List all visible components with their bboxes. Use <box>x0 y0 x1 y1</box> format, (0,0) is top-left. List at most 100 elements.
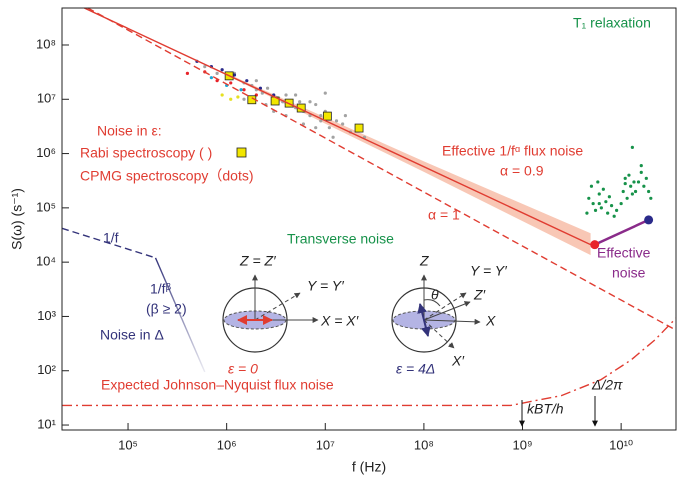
dot <box>258 86 263 90</box>
annotation: Effective 1/fᵅ flux noise <box>442 143 583 159</box>
y-tick-label: 10⁴ <box>36 254 56 269</box>
point <box>590 240 600 250</box>
axis-label: X <box>485 313 496 329</box>
dot <box>639 164 643 168</box>
annotation: Expected Johnson–Nyquist flux noise <box>101 377 334 393</box>
annotation: noise <box>612 265 646 281</box>
annotation: Transverse noise <box>287 231 394 247</box>
x-tick-label: 10⁵ <box>118 437 138 452</box>
annotation: kBT/h <box>527 401 564 417</box>
annotation: α = 1 <box>428 207 460 223</box>
dot <box>587 196 591 200</box>
annotation: 1/f <box>103 230 119 246</box>
line <box>83 7 591 246</box>
annotation: Rabi spectroscopy ( ) <box>80 145 212 161</box>
axis-label: Y = Y′ <box>470 263 508 279</box>
dot <box>599 206 603 210</box>
square-marker <box>354 123 364 133</box>
annotation: Δ/2π <box>591 377 623 393</box>
annotation: T₁ relaxation <box>573 15 651 31</box>
dot <box>604 200 608 204</box>
dot <box>284 93 288 97</box>
dot <box>343 114 348 118</box>
y-tick-label: 10³ <box>37 308 56 323</box>
dot <box>642 184 646 188</box>
line <box>62 317 677 407</box>
dot <box>298 100 302 104</box>
axis-label: Z = Z′ <box>239 253 277 269</box>
axis-label: Y = Y′ <box>307 278 345 294</box>
dot <box>621 189 625 194</box>
y-axis-label: S(ω) (s⁻¹) <box>9 188 25 250</box>
dot <box>625 196 629 200</box>
dot <box>314 126 318 130</box>
dot <box>314 102 318 107</box>
dot <box>301 122 305 126</box>
dot <box>232 73 237 77</box>
dot <box>265 86 270 90</box>
dot <box>236 95 240 99</box>
dot <box>606 211 610 215</box>
square-marker <box>322 111 332 121</box>
confidence-band <box>226 73 591 256</box>
line <box>61 227 156 259</box>
annotation: Noise in Δ <box>100 327 164 343</box>
dot <box>630 192 634 196</box>
annotation: CPMG spectroscopy（dots) <box>80 168 254 184</box>
annotation: (β ≥ 2) <box>146 301 187 317</box>
dot <box>254 79 258 83</box>
y-tick-label: 10¹ <box>37 416 56 431</box>
dot <box>591 201 595 206</box>
axis-label: X′ <box>451 353 465 369</box>
dot <box>647 189 651 194</box>
bloch-sphere <box>391 274 481 353</box>
x-tick-label: 10⁹ <box>513 437 533 452</box>
dot <box>649 196 653 200</box>
dot <box>629 184 633 188</box>
x-axis-label: f (Hz) <box>352 459 386 475</box>
dot <box>334 119 339 123</box>
x-tick-label: 10⁶ <box>217 437 237 452</box>
dot <box>633 189 638 194</box>
annotation: 1/fᵝ <box>150 281 172 297</box>
x-tick-label: 10⁸ <box>414 437 434 452</box>
dot <box>644 176 648 180</box>
dot <box>601 187 605 191</box>
axis-label: θ <box>431 287 439 303</box>
dot <box>341 122 345 126</box>
annotation: α = 0.9 <box>500 163 544 179</box>
dot <box>229 97 233 101</box>
bloch-sphere <box>222 274 319 353</box>
axis-label: Z <box>419 253 429 269</box>
dot <box>242 88 246 92</box>
dot <box>585 211 589 215</box>
point <box>644 215 654 225</box>
dot <box>323 91 327 95</box>
axis-label: ε = 4Δ <box>396 361 435 377</box>
dot <box>596 180 600 184</box>
dot <box>239 88 243 92</box>
dot <box>319 114 323 118</box>
y-tick-label: 10² <box>37 362 56 377</box>
dot <box>615 208 619 212</box>
dot <box>185 71 190 75</box>
dot <box>331 135 335 139</box>
legend-square <box>236 147 247 158</box>
dot <box>319 119 323 123</box>
dot <box>242 97 246 101</box>
dot <box>593 208 598 212</box>
dot <box>609 204 614 208</box>
dot <box>245 79 249 83</box>
dot <box>293 93 298 97</box>
dot <box>632 180 636 184</box>
line <box>594 218 650 246</box>
dot <box>229 81 233 85</box>
dot <box>597 201 601 206</box>
axis-label: X = X′ <box>320 313 360 329</box>
dot <box>597 192 601 196</box>
dot <box>627 173 631 177</box>
dot <box>623 181 627 186</box>
dot <box>220 93 224 97</box>
dot <box>619 201 623 206</box>
